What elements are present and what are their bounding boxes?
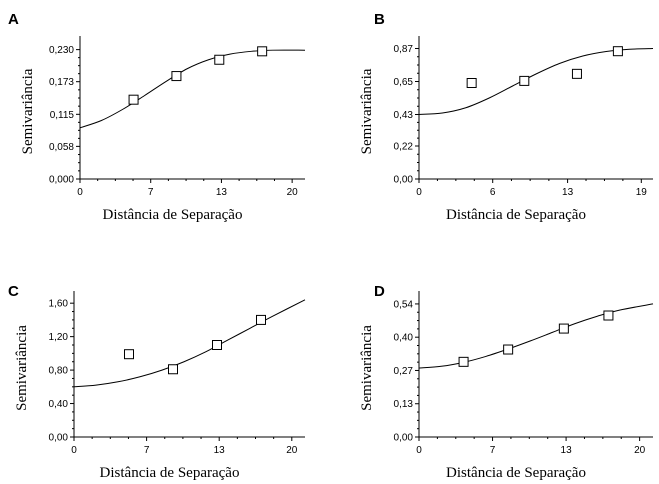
data-point — [558, 323, 569, 334]
x-tick-label: 20 — [286, 445, 298, 456]
y-tick-label: 1,60 — [49, 299, 69, 310]
y-tick-label: 0,40 — [49, 399, 69, 410]
x-tick-label: 19 — [636, 187, 648, 198]
x-axis-title: Distância de Separação — [100, 465, 240, 481]
data-point — [612, 46, 623, 57]
chart-panel-c: C 0,00 0,40 0,80 1,20 1,60 0 7 13 20 Distância de … — [8, 283, 306, 481]
panel-letter: C — [8, 283, 19, 300]
y-tick-label: 0,43 — [394, 110, 414, 121]
y-tick-label: 0,00 — [49, 433, 69, 444]
data-point — [128, 94, 139, 105]
x-tick-label: 13 — [561, 445, 573, 456]
y-tick-label: 0,13 — [394, 399, 414, 410]
x-tick-label: 0 — [416, 187, 422, 198]
data-point — [212, 340, 222, 350]
data-point — [503, 344, 514, 355]
data-point — [171, 71, 182, 82]
x-tick-label: 7 — [490, 445, 496, 456]
x-axis-title: Distância de Separação — [446, 207, 586, 223]
chart-panel-b: B 0,00 0,22 0,43 0,65 0,87 0 6 13 19 Distância de … — [359, 11, 654, 223]
model-curve — [418, 48, 654, 115]
x-tick-label: 13 — [216, 187, 228, 198]
x-tick-label: 13 — [562, 187, 574, 198]
y-tick-label: 0,80 — [49, 366, 69, 377]
x-tick-label: 20 — [634, 445, 646, 456]
y-tick-label: 0,22 — [394, 142, 414, 153]
y-tick-label: 1,20 — [49, 332, 69, 343]
model-curve — [79, 49, 306, 129]
chart-panel-a: A 0,000 0,058 0,115 0,173 0,230 0 7 13 20 Distânci… — [8, 11, 306, 223]
y-tick-label: 0,173 — [49, 77, 74, 88]
data-point — [214, 54, 225, 65]
y-axis-title: Semivariância — [14, 325, 30, 411]
y-tick-label: 0,000 — [49, 175, 74, 186]
x-tick-label: 7 — [144, 445, 150, 456]
x-tick-label: 0 — [77, 187, 83, 198]
y-tick-label: 0,00 — [394, 175, 414, 186]
y-tick-label: 0,27 — [394, 366, 414, 377]
x-tick-label: 20 — [287, 187, 299, 198]
panel-letter: B — [374, 11, 385, 28]
y-axis-title: Semivariância — [359, 325, 375, 411]
y-tick-label: 0,230 — [49, 45, 74, 56]
x-axis-title: Distância de Separação — [103, 207, 243, 223]
panel-letter: D — [374, 283, 385, 300]
model-curve — [418, 303, 654, 369]
y-axis-title: Semivariância — [359, 68, 375, 154]
y-tick-label: 0,058 — [49, 142, 74, 153]
y-tick-label: 0,65 — [394, 77, 414, 88]
chart-panel-d: D 0,00 0,13 0,27 0,40 0,54 0 7 13 20 Distância de … — [359, 283, 654, 481]
data-point — [458, 356, 469, 367]
x-tick-label: 6 — [490, 187, 496, 198]
panel-letter: A — [8, 11, 19, 28]
y-tick-label: 0,00 — [394, 433, 414, 444]
y-tick-label: 0,40 — [394, 333, 414, 344]
x-tick-label: 13 — [214, 445, 226, 456]
data-point — [168, 364, 178, 375]
y-tick-label: 0,87 — [394, 44, 414, 55]
data-point — [256, 314, 266, 325]
y-tick-label: 0,115 — [50, 110, 75, 121]
data-point — [124, 349, 134, 360]
data-point — [466, 78, 477, 88]
data-point — [571, 68, 582, 79]
x-tick-label: 0 — [71, 445, 77, 456]
x-tick-label: 0 — [416, 445, 422, 456]
x-axis-title: Distância de Separação — [446, 465, 586, 481]
y-tick-label: 0,54 — [394, 299, 414, 310]
data-point — [519, 75, 530, 86]
data-point — [603, 310, 614, 321]
x-tick-label: 7 — [148, 187, 154, 198]
model-curve — [73, 299, 306, 388]
data-point — [257, 46, 268, 57]
y-axis-title: Semivariância — [20, 68, 36, 154]
